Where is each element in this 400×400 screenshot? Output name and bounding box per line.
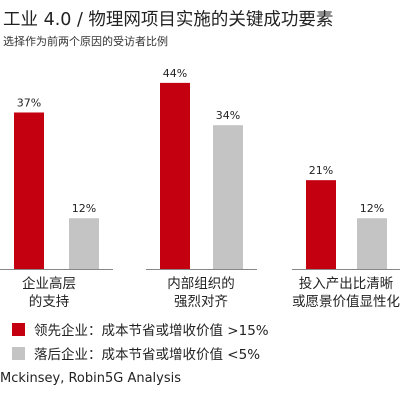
- category-label-2-line-1: 或愿景价值显性化: [292, 294, 400, 310]
- data-label-laggard-2: 12%: [360, 202, 384, 215]
- category-label-0-line-0: 企业高层: [22, 275, 76, 292]
- data-label-laggard-1: 34%: [216, 109, 240, 122]
- category-label-2-line-0: 投入产出比清晰: [299, 276, 394, 292]
- bar-leader-2: [306, 180, 336, 269]
- bar-leader-1: [160, 82, 190, 269]
- bar-laggard-0: [69, 218, 99, 269]
- legend-label-laggard: 落后企业：成本节省或增收价值 <5%: [34, 347, 261, 363]
- chart-subtitle: 选择作为前两个原因的受访者比例: [3, 35, 168, 48]
- data-label-leader-1: 44%: [163, 67, 187, 80]
- category-label-1-line-1: 强烈对齐: [174, 294, 228, 310]
- legend: 领先企业：成本节省或增收价值 >15% 落后企业：成本节省或增收价值 <5%: [12, 319, 269, 367]
- legend-item-leader: 领先企业：成本节省或增收价值 >15%: [12, 319, 269, 339]
- chart-title: 工业 4.0 / 物理网项目实施的关键成功要素: [3, 10, 334, 30]
- legend-label-leader: 领先企业：成本节省或增收价值 >15%: [34, 323, 269, 339]
- bar-laggard-2: [357, 218, 387, 269]
- source-note: Mckinsey, Robin5G Analysis: [0, 371, 182, 386]
- legend-swatch-leader: [12, 322, 25, 336]
- data-label-leader-2: 21%: [309, 164, 333, 177]
- legend-item-laggard: 落后企业：成本节省或增收价值 <5%: [12, 343, 269, 363]
- bar-leader-0: [14, 112, 44, 270]
- data-label-laggard-0: 12%: [72, 202, 96, 215]
- bar-laggard-1: [213, 125, 243, 270]
- data-label-leader-0: 37%: [17, 96, 41, 109]
- legend-swatch-laggard: [12, 346, 25, 360]
- category-label-1-line-0: 内部组织的: [167, 276, 235, 292]
- category-label-0-line-1: 的支持: [29, 294, 70, 310]
